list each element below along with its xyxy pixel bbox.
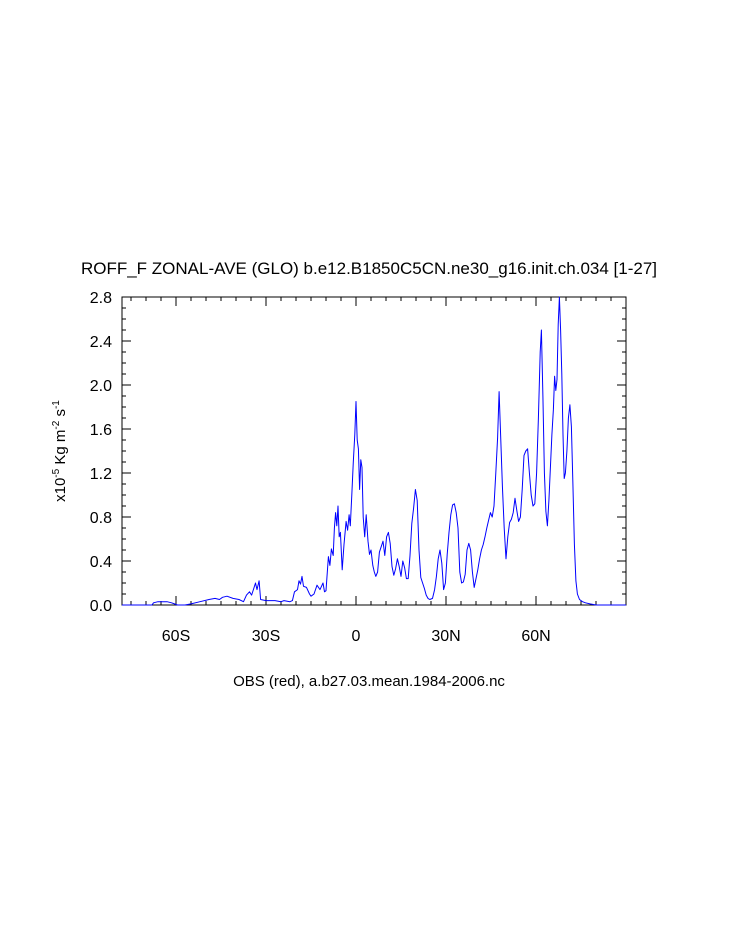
series-group — [122, 296, 626, 606]
y-axis-label-exp2: -2 — [51, 420, 62, 429]
x-tick-label: 60N — [521, 628, 550, 645]
y-axis-label-unit2: s — [52, 409, 69, 421]
y-tick-label: 1.2 — [90, 466, 112, 483]
y-axis-label-prefix: x10 — [52, 478, 69, 502]
y-tick-label: 2.4 — [90, 334, 112, 351]
x-tick-label: 30N — [431, 628, 460, 645]
y-axis-label-unit1: Kg m — [52, 430, 69, 469]
y-tick-label: 0.8 — [90, 510, 112, 527]
plot-frame — [121, 296, 627, 606]
minor-ticks — [122, 297, 626, 605]
y-axis-label-exp1: -5 — [51, 468, 62, 477]
y-axis-ticks — [122, 296, 626, 606]
y-tick-label: 2.8 — [90, 290, 112, 307]
y-tick-label: 1.6 — [90, 422, 112, 439]
x-tick-label: 60S — [162, 628, 190, 645]
chart-caption: OBS (red), a.b27.03.mean.1984-2006.nc — [233, 673, 505, 690]
series-line-0 — [122, 296, 626, 606]
x-tick-label: 0 — [352, 628, 361, 645]
y-tick-label: 2.0 — [90, 378, 112, 395]
x-axis-ticks — [175, 297, 537, 605]
y-axis-label-exp3: -1 — [51, 400, 62, 409]
y-axis-label: x10-5 Kg m-2 s-1 — [51, 400, 69, 502]
y-axis-tick-labels: 0.0 0.4 0.8 1.2 1.6 2.0 2.4 2.8 — [90, 290, 112, 615]
chart-title: ROFF_F ZONAL-AVE (GLO) b.e12.B1850C5CN.n… — [81, 259, 657, 278]
y-tick-label: 0.0 — [90, 598, 112, 615]
y-tick-label: 0.4 — [90, 554, 112, 571]
x-axis-tick-labels: 60S 30S 0 30N 60N — [162, 628, 551, 645]
x-tick-label: 30S — [252, 628, 280, 645]
